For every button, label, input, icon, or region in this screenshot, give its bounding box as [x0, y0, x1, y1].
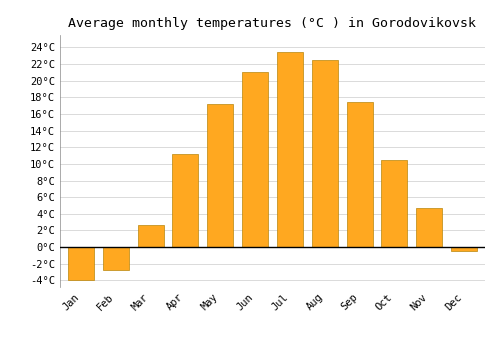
- Bar: [172, 154, 199, 247]
- Bar: [312, 60, 338, 247]
- Bar: [416, 208, 442, 247]
- Bar: [68, 247, 94, 280]
- Bar: [242, 72, 268, 247]
- Bar: [346, 102, 372, 247]
- Bar: [138, 225, 164, 247]
- Bar: [207, 104, 234, 247]
- Bar: [451, 247, 477, 251]
- Bar: [102, 247, 129, 270]
- Bar: [277, 52, 303, 247]
- Title: Average monthly temperatures (°C ) in Gorodovikovsk: Average monthly temperatures (°C ) in Go…: [68, 17, 476, 30]
- Bar: [382, 160, 407, 247]
